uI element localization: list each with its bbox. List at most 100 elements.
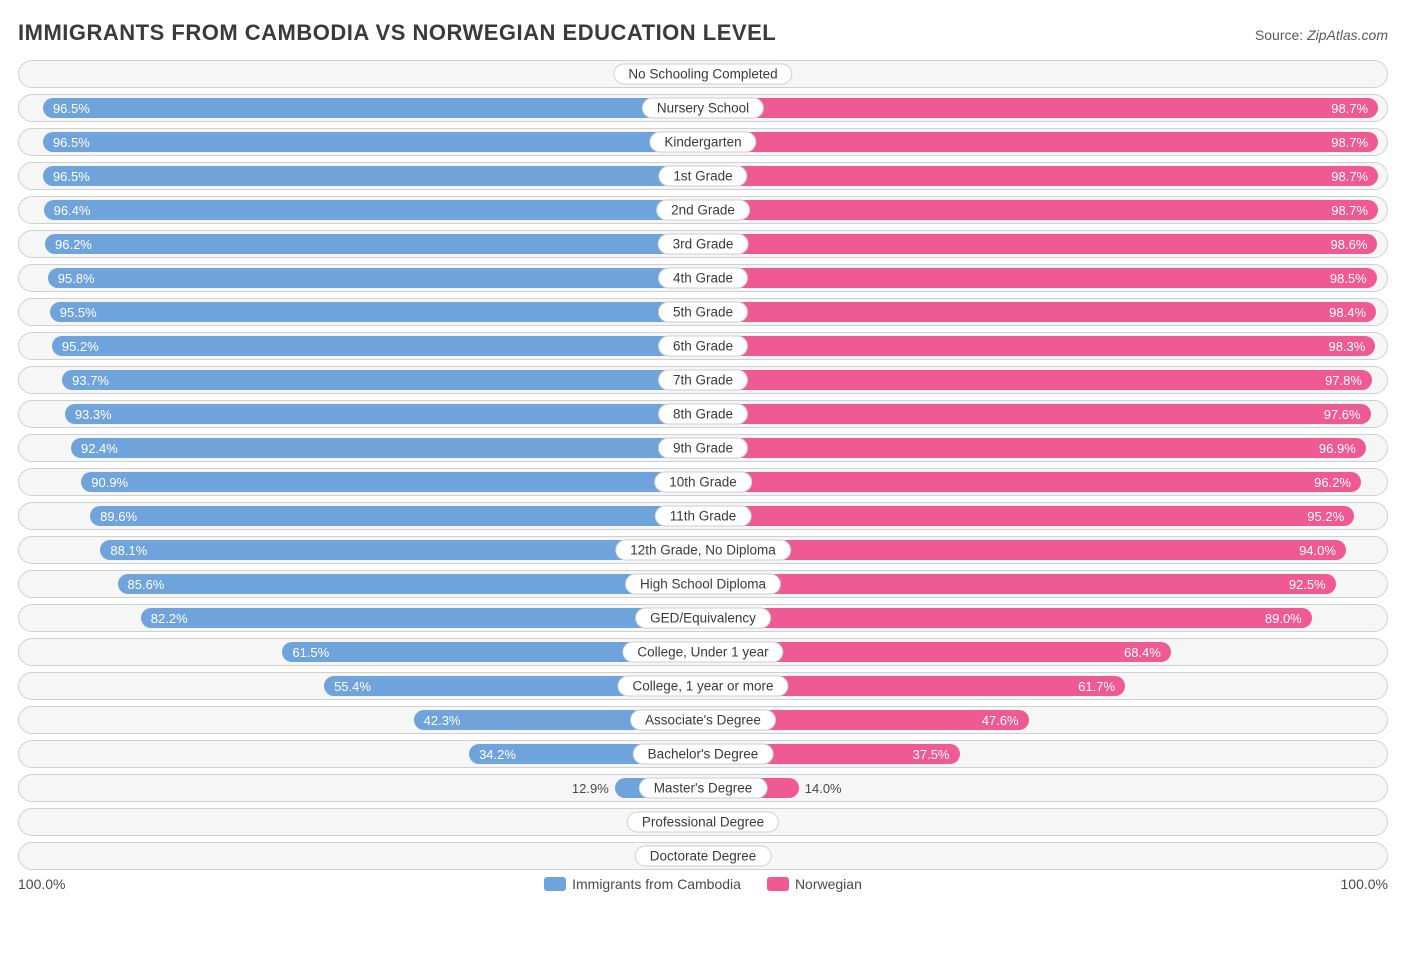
chart-row: 96.5%98.7%Kindergarten <box>18 128 1388 156</box>
bar-left: 93.3% <box>65 404 703 424</box>
bar-left-value: 82.2% <box>141 611 198 626</box>
chart-row: 93.3% 97.6% 8th Grade <box>18 400 1388 428</box>
bar-right: 98.4% <box>703 302 1376 322</box>
chart-row-track: 34.2%37.5%Bachelor's Degree <box>18 740 1388 768</box>
bar-right: 96.2% <box>703 472 1361 492</box>
category-pill: 10th Grade <box>654 472 752 493</box>
category-pill: 9th Grade <box>658 438 748 459</box>
category-pill: Master's Degree <box>639 778 768 799</box>
source-label: Source: <box>1255 27 1307 43</box>
bar-right-value: 95.2% <box>1297 509 1354 524</box>
bar-right: 98.7% <box>703 200 1378 220</box>
bar-right-value: 96.9% <box>1309 441 1366 456</box>
chart-row-track: 42.3%47.6%Associate's Degree <box>18 706 1388 734</box>
chart-row: 95.8%98.5%4th Grade <box>18 264 1388 292</box>
chart-row: 3.5%1.3%No Schooling Completed <box>18 60 1388 88</box>
bar-right: 89.0% <box>703 608 1312 628</box>
chart-row-track: 96.5%98.7%1st Grade <box>18 162 1388 190</box>
bar-left-value: 96.4% <box>44 203 101 218</box>
chart-row: 96.5%98.7%1st Grade <box>18 162 1388 190</box>
bar-left-value: 92.4% <box>71 441 128 456</box>
bar-left-value: 96.5% <box>43 135 100 150</box>
bar-right-value: 47.6% <box>972 713 1029 728</box>
chart-row: 96.4%98.7%2nd Grade <box>18 196 1388 224</box>
bar-right-value: 14.0% <box>805 781 842 796</box>
category-pill: 8th Grade <box>658 404 748 425</box>
bar-left: 85.6% <box>118 574 704 594</box>
chart-row-track: 1.5%1.8%Doctorate Degree <box>18 842 1388 870</box>
bar-left: 89.6% <box>90 506 703 526</box>
bar-left: 96.4% <box>44 200 703 220</box>
bar-left: 95.2% <box>52 336 703 356</box>
bar-right-value: 98.4% <box>1319 305 1376 320</box>
bar-right: 96.9% <box>703 438 1366 458</box>
chart-row: 85.6%92.5%High School Diploma <box>18 570 1388 598</box>
bar-right-value: 92.5% <box>1279 577 1336 592</box>
category-pill: 12th Grade, No Diploma <box>615 540 791 561</box>
legend-item-right: Norwegian <box>767 876 862 892</box>
chart-row: 34.2%37.5%Bachelor's Degree <box>18 740 1388 768</box>
chart-row-track: 90.9% 96.2% 10th Grade <box>18 468 1388 496</box>
chart-row: 95.5% 98.4% 5th Grade <box>18 298 1388 326</box>
chart-row: 96.2%98.6%3rd Grade <box>18 230 1388 258</box>
bar-left-value: 96.5% <box>43 169 100 184</box>
bar-left: 82.2% <box>141 608 703 628</box>
category-pill: Doctorate Degree <box>635 846 772 867</box>
chart-row-track: 55.4%61.7%College, 1 year or more <box>18 672 1388 700</box>
source-name: ZipAtlas.com <box>1307 27 1388 43</box>
chart-row-track: 82.2%89.0%GED/Equivalency <box>18 604 1388 632</box>
legend: Immigrants from Cambodia Norwegian <box>544 876 862 892</box>
chart-row: 12.9% 14.0% Master's Degree <box>18 774 1388 802</box>
category-pill: College, Under 1 year <box>622 642 783 663</box>
category-pill: 11th Grade <box>655 506 752 527</box>
chart-row-track: 88.1% 94.0% 12th Grade, No Diploma <box>18 536 1388 564</box>
bar-right: 97.6% <box>703 404 1371 424</box>
bar-right-value: 98.7% <box>1321 135 1378 150</box>
legend-swatch-left <box>544 877 566 891</box>
chart-row-track: 3.6%4.2%Professional Degree <box>18 808 1388 836</box>
bar-left-value: 93.3% <box>65 407 122 422</box>
bar-right-value: 98.6% <box>1321 237 1378 252</box>
bar-right: 98.7% <box>703 98 1378 118</box>
chart-row-track: 85.6%92.5%High School Diploma <box>18 570 1388 598</box>
category-pill: No Schooling Completed <box>613 64 792 85</box>
bar-right-value: 94.0% <box>1289 543 1346 558</box>
axis-right-max: 100.0% <box>1341 876 1388 892</box>
chart-row: 82.2%89.0%GED/Equivalency <box>18 604 1388 632</box>
chart-row-track: 96.4%98.7%2nd Grade <box>18 196 1388 224</box>
category-pill: 5th Grade <box>658 302 748 323</box>
bar-left: 95.8% <box>48 268 703 288</box>
bar-right-value: 98.5% <box>1320 271 1377 286</box>
chart-row-track: 95.8%98.5%4th Grade <box>18 264 1388 292</box>
bar-left-value: 95.2% <box>52 339 109 354</box>
bar-right-value: 97.6% <box>1314 407 1371 422</box>
bar-left-value: 96.5% <box>43 101 100 116</box>
chart-row-track: 95.5% 98.4% 5th Grade <box>18 298 1388 326</box>
bar-right-value: 61.7% <box>1068 679 1125 694</box>
chart-row: 61.5%68.4%College, Under 1 year <box>18 638 1388 666</box>
bar-right: 98.5% <box>703 268 1377 288</box>
bar-left: 88.1% <box>100 540 703 560</box>
bar-left: 96.5% <box>43 166 703 186</box>
chart-row-track: 96.2%98.6%3rd Grade <box>18 230 1388 258</box>
category-pill: 3rd Grade <box>658 234 749 255</box>
bar-left: 90.9% <box>81 472 703 492</box>
chart-row-track: 93.7%97.8%7th Grade <box>18 366 1388 394</box>
bar-right-value-outside: 14.0% <box>799 775 842 801</box>
bar-left-value: 55.4% <box>324 679 381 694</box>
bar-left: 92.4% <box>71 438 703 458</box>
category-pill: 6th Grade <box>658 336 748 357</box>
bar-left-value: 61.5% <box>282 645 339 660</box>
bar-right-value: 96.2% <box>1304 475 1361 490</box>
chart-row: 88.1% 94.0% 12th Grade, No Diploma <box>18 536 1388 564</box>
bar-right-value: 37.5% <box>903 747 960 762</box>
legend-label-right: Norwegian <box>795 876 862 892</box>
bar-left-value: 95.5% <box>50 305 107 320</box>
bar-left-value-outside: 12.9% <box>572 775 615 801</box>
bar-left-value: 90.9% <box>81 475 138 490</box>
chart-row-track: 92.4% 96.9% 9th Grade <box>18 434 1388 462</box>
bar-right: 92.5% <box>703 574 1336 594</box>
category-pill: Associate's Degree <box>630 710 776 731</box>
legend-item-left: Immigrants from Cambodia <box>544 876 741 892</box>
bar-left: 96.5% <box>43 132 703 152</box>
